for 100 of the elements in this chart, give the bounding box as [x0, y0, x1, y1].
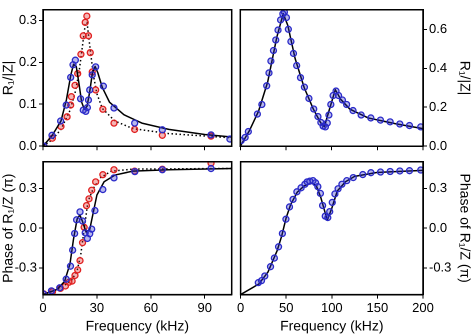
y2-tick-label: 0.4 — [429, 60, 448, 75]
point — [324, 214, 332, 222]
point — [267, 57, 275, 65]
point — [92, 86, 100, 94]
y2-tick-label: 0.0 — [429, 138, 448, 153]
point — [71, 82, 79, 89]
point — [86, 48, 94, 56]
point — [88, 71, 96, 79]
point — [314, 112, 322, 120]
point — [99, 186, 106, 194]
point — [359, 170, 366, 178]
point — [334, 92, 342, 100]
point — [406, 167, 414, 174]
point — [110, 104, 118, 112]
point — [70, 230, 78, 238]
point — [327, 100, 334, 108]
point — [82, 202, 90, 210]
point — [396, 167, 404, 175]
point — [293, 188, 301, 196]
point — [62, 101, 70, 109]
point — [78, 217, 86, 225]
point — [367, 114, 374, 122]
x-tick-label: 0 — [39, 300, 47, 315]
point — [310, 105, 318, 113]
point — [82, 18, 89, 26]
point — [350, 174, 357, 182]
x-tick-label: 100 — [320, 300, 343, 315]
point — [92, 63, 100, 71]
y2-axis-title: Phase of R₁/Z (π) — [458, 174, 474, 283]
point — [99, 171, 106, 178]
point — [258, 100, 266, 108]
point — [396, 120, 404, 128]
point — [254, 110, 262, 118]
point — [84, 104, 92, 112]
y2-axis-title: R₁/|Z| — [458, 60, 474, 96]
point — [62, 276, 70, 283]
point — [270, 46, 278, 54]
point — [158, 126, 166, 134]
point — [342, 100, 350, 108]
point — [325, 111, 333, 119]
point — [314, 182, 322, 190]
x-axis-title: Frequency (kHz) — [86, 317, 190, 334]
point — [100, 82, 108, 90]
point — [282, 14, 290, 22]
x-tick-label: 200 — [412, 300, 434, 315]
point — [84, 32, 92, 40]
point — [226, 135, 232, 143]
point — [92, 178, 100, 186]
x-axis-title: Frequency (kHz) — [280, 317, 384, 334]
point — [290, 50, 298, 58]
y-tick-label: 0.2 — [18, 54, 37, 69]
point — [358, 111, 365, 119]
point — [296, 74, 304, 82]
point — [278, 230, 286, 238]
point — [276, 16, 284, 24]
y-tick-label: 0.1 — [18, 96, 37, 111]
point — [386, 168, 394, 176]
point — [85, 195, 93, 202]
point — [72, 216, 80, 224]
point — [91, 206, 99, 214]
point — [326, 208, 334, 216]
point — [241, 134, 249, 142]
point — [207, 164, 215, 172]
point — [272, 36, 280, 44]
point — [376, 168, 384, 176]
point — [376, 116, 384, 124]
point — [328, 198, 336, 206]
x-tick-label: 90 — [198, 300, 212, 315]
point — [88, 186, 96, 194]
point — [286, 203, 294, 211]
x-tick-label: 150 — [366, 300, 388, 315]
point — [338, 180, 346, 188]
point — [343, 177, 350, 184]
y-tick-label: 0.3 — [18, 12, 37, 27]
point — [56, 117, 64, 125]
point — [86, 86, 94, 94]
point — [338, 96, 346, 104]
y-tick-label: 0.3 — [18, 180, 37, 195]
point — [84, 96, 92, 104]
x-tick-label: 0 — [237, 300, 244, 315]
y2-tick-label: 0.0 — [429, 220, 448, 235]
point — [386, 118, 394, 126]
point — [282, 216, 290, 223]
y-tick-label: 0.0 — [18, 220, 37, 235]
point — [131, 126, 138, 134]
y2-tick-label: -0.3 — [429, 260, 452, 275]
point — [48, 132, 56, 139]
point — [324, 119, 331, 127]
point — [77, 50, 85, 58]
point — [300, 84, 308, 91]
point — [293, 62, 300, 70]
point — [72, 56, 79, 64]
point — [270, 254, 278, 262]
point — [78, 239, 86, 246]
point — [71, 272, 79, 280]
y-tick-label: 0.0 — [18, 138, 37, 153]
point — [131, 119, 138, 127]
point — [274, 243, 282, 250]
point — [284, 26, 292, 33]
y2-tick-label: 0.3 — [429, 180, 448, 195]
